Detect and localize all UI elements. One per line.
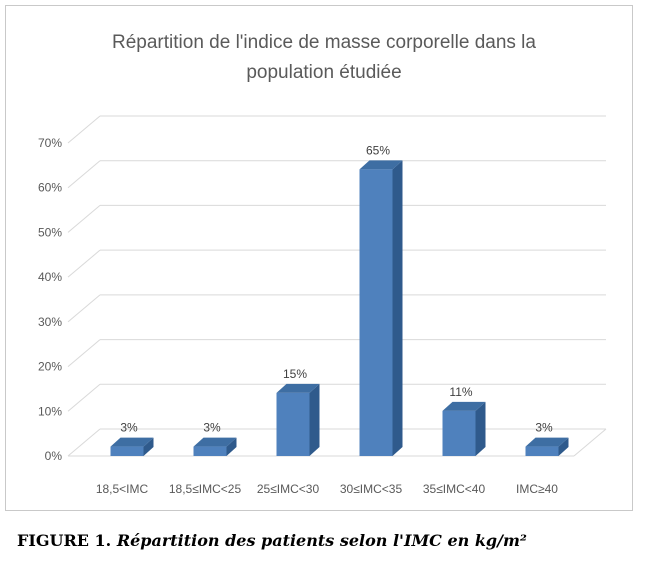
bar-front <box>359 169 393 456</box>
gridline-diagonal <box>67 339 101 367</box>
bar <box>442 401 486 456</box>
bar-layer <box>110 160 569 456</box>
category-label: 30≤IMC<35 <box>340 482 403 496</box>
gridline-diagonal <box>67 205 101 233</box>
bar-side <box>392 160 403 456</box>
figure-caption-text: Répartition des patients selon l'IMC en … <box>116 531 527 550</box>
data-label: 15% <box>283 367 307 381</box>
chart-title-line-1: Répartition de l'indice de masse corpore… <box>112 32 536 53</box>
gridline-diagonal <box>67 383 101 412</box>
bar-top <box>525 437 569 447</box>
category-label: 25≤IMC<30 <box>257 482 320 496</box>
grid-layer <box>67 115 607 457</box>
gridline-diagonal <box>67 249 101 278</box>
bar-top <box>359 160 403 170</box>
gridline-diagonal <box>67 428 101 457</box>
data-label: 11% <box>449 385 472 399</box>
y-tick-label: 0% <box>45 449 63 463</box>
bar-front <box>442 410 476 456</box>
gridline-diagonal <box>67 294 101 323</box>
bar-top <box>193 437 237 447</box>
y-tick-label: 50% <box>38 225 62 239</box>
bar-top <box>276 383 320 393</box>
y-tick-label: 70% <box>38 136 62 150</box>
bar-top <box>110 437 154 447</box>
category-label: IMC≥40 <box>516 482 558 496</box>
bar-side <box>558 437 569 456</box>
bar <box>193 437 237 456</box>
bar-front <box>110 446 144 456</box>
bar <box>525 437 569 456</box>
category-label: 35≤IMC<40 <box>423 482 486 496</box>
data-label-layer: 3% 3% 15% 65% 11% 3% <box>120 143 553 434</box>
y-tick-label: 30% <box>38 315 62 329</box>
y-axis-ticks: 0% 10% 20% 30% 40% 50% 60% 70% <box>38 136 62 463</box>
category-label: 18,5<IMC <box>96 482 149 496</box>
y-tick-label: 40% <box>38 270 62 284</box>
bar <box>276 383 320 456</box>
chart-frame: Répartition de l'indice de masse corpore… <box>5 5 633 511</box>
bar-top <box>442 401 486 411</box>
chart-title-line-2: population étudiée <box>246 62 401 83</box>
data-label: 3% <box>203 421 221 435</box>
bar-front <box>276 392 310 456</box>
bar-front <box>193 446 227 456</box>
data-label: 65% <box>366 143 390 157</box>
y-tick-label: 20% <box>38 360 62 374</box>
y-tick-label: 60% <box>38 181 62 195</box>
gridline-diagonal <box>67 160 101 189</box>
bar-front <box>525 446 559 456</box>
figure-caption: FIGURE 1. Répartition des patients selon… <box>17 531 527 550</box>
data-label: 3% <box>120 421 138 435</box>
bar-side <box>309 383 320 456</box>
chart-title: Répartition de l'indice de masse corpore… <box>112 32 536 83</box>
gridline-diagonal <box>67 115 101 144</box>
bar <box>110 437 154 456</box>
y-tick-label: 10% <box>38 404 62 418</box>
chart-svg: Répartition de l'indice de masse corpore… <box>38 32 607 496</box>
bar <box>359 160 403 456</box>
floor-edge-diagonal <box>573 428 607 457</box>
bar-side <box>143 437 154 456</box>
bar-side <box>475 401 486 456</box>
category-label: 18,5≤IMC<25 <box>169 482 242 496</box>
category-label-layer: 18,5<IMC 18,5≤IMC<25 25≤IMC<30 30≤IMC<35 35≤… <box>96 482 558 496</box>
data-label: 3% <box>535 421 553 435</box>
figure-caption-prefix: FIGURE 1. <box>17 531 112 550</box>
bar-side <box>226 437 237 456</box>
